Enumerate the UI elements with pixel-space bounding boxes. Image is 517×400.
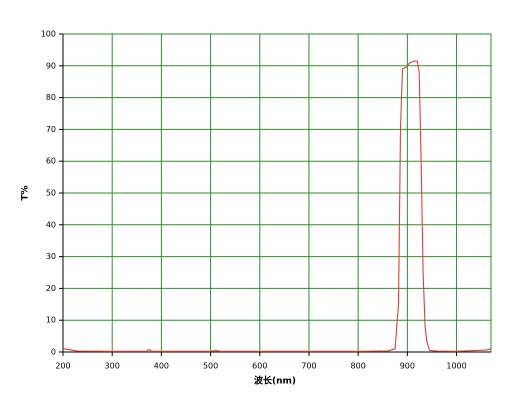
x-tick-label: 400 — [154, 362, 169, 371]
y-tick-label: 10 — [46, 316, 56, 325]
y-tick-label: 20 — [46, 284, 56, 293]
x-axis-label: 波长(nm) — [254, 375, 296, 387]
data-line — [62, 60, 492, 352]
x-tick-label: 1000 — [446, 362, 466, 371]
x-tick-label: 200 — [55, 362, 70, 371]
y-tick-label: 40 — [46, 220, 56, 229]
y-tick-label: 70 — [46, 125, 56, 134]
x-tick-label: 800 — [351, 362, 366, 371]
y-axis-label: T% — [21, 185, 31, 200]
x-tick-label: 500 — [203, 362, 218, 371]
x-tick-label: 300 — [105, 362, 120, 371]
y-tick-label: 30 — [46, 252, 56, 261]
y-tick-label: 100 — [41, 30, 56, 39]
y-tick-label: 90 — [46, 61, 56, 70]
y-tick-label: 0 — [51, 348, 56, 357]
x-tick-label: 900 — [400, 362, 415, 371]
x-tick-label: 700 — [301, 362, 316, 371]
x-tick-label: 600 — [252, 362, 267, 371]
y-tick-label: 50 — [46, 189, 56, 198]
y-tick-label: 80 — [46, 93, 56, 102]
y-tick-label: 60 — [46, 157, 56, 166]
